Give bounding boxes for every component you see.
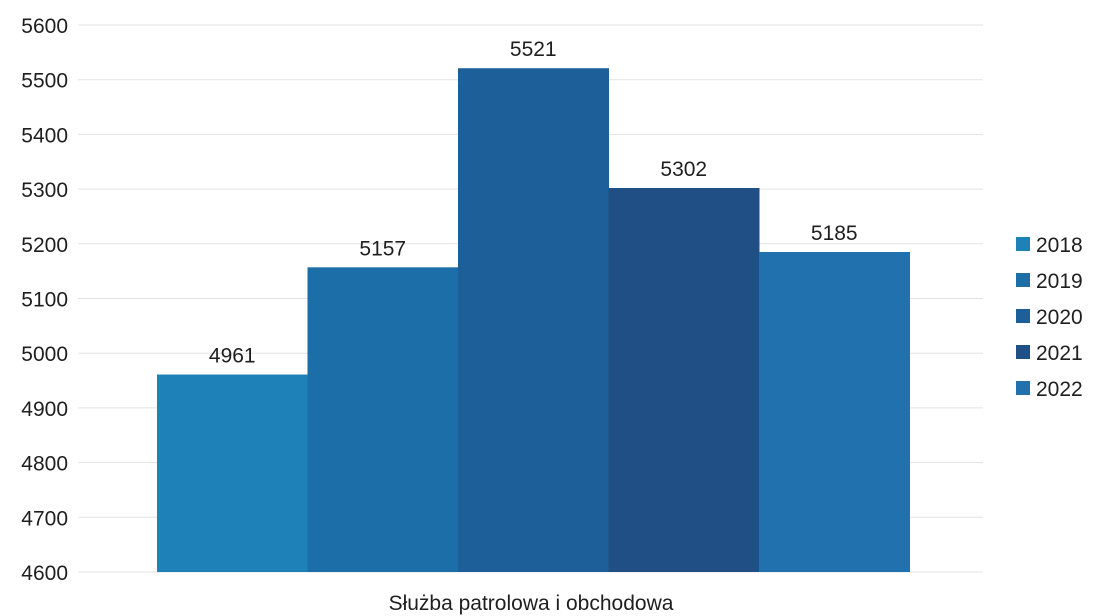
data-label-2018: 4961	[209, 345, 256, 368]
legend-swatch	[1016, 381, 1030, 395]
data-labels: 4961 5157 5521 5302 5185	[209, 38, 858, 367]
bar-2019	[307, 267, 459, 572]
y-axis: 4600 4700 4800 4900 5000 5100 5200 5300 5400 5500…	[21, 15, 68, 585]
x-category-label: Służba patrolowa i obchodowa	[389, 592, 674, 615]
y-tick-label: 5200	[21, 234, 68, 257]
bars	[157, 68, 910, 573]
legend-label: 2022	[1036, 378, 1083, 401]
y-tick-label: 4600	[21, 562, 68, 585]
legend-item-2021: 2021	[1016, 342, 1083, 365]
legend-swatch	[1016, 309, 1030, 323]
legend-swatch	[1016, 237, 1030, 251]
legend-item-2018: 2018	[1016, 234, 1083, 257]
legend-swatch	[1016, 345, 1030, 359]
bar-2020	[458, 68, 609, 572]
legend-label: 2020	[1036, 306, 1083, 329]
data-label-2020: 5521	[510, 38, 557, 61]
y-tick-label: 4800	[21, 453, 68, 476]
y-tick-label: 5000	[21, 343, 68, 366]
y-tick-label: 4700	[21, 507, 68, 530]
y-tick-label: 5400	[21, 124, 68, 147]
y-tick-label: 5600	[21, 15, 68, 38]
y-tick-label: 5100	[21, 289, 68, 312]
bar-2018	[157, 374, 308, 572]
y-tick-label: 4900	[21, 398, 68, 421]
y-tick-label: 5300	[21, 179, 68, 202]
legend-item-2022: 2022	[1016, 378, 1083, 401]
bar-2021	[608, 188, 760, 573]
legend-label: 2018	[1036, 234, 1083, 257]
legend-label: 2021	[1036, 342, 1083, 365]
y-tick-label: 5500	[21, 70, 68, 93]
legend: 2018 2019 2020 2021 2022	[1016, 234, 1083, 401]
data-label-2021: 5302	[660, 158, 707, 181]
legend-item-2020: 2020	[1016, 306, 1083, 329]
legend-item-2019: 2019	[1016, 270, 1083, 293]
x-axis: Służba patrolowa i obchodowa	[389, 592, 674, 615]
legend-label: 2019	[1036, 270, 1083, 293]
data-label-2022: 5185	[811, 222, 858, 245]
bar-2022	[759, 252, 910, 572]
data-label-2019: 5157	[359, 237, 406, 260]
legend-swatch	[1016, 273, 1030, 287]
